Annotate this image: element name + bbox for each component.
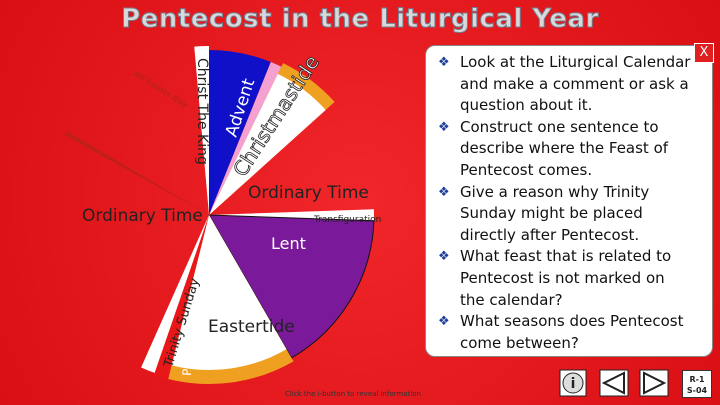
question-item: Give a reason why Trinity Sunday might b… bbox=[432, 182, 704, 247]
hint-text: Click the i-button to reveal information bbox=[285, 390, 421, 398]
wheel-label: Lent bbox=[271, 234, 306, 253]
wheel-segment bbox=[209, 73, 326, 215]
info-icon bbox=[562, 372, 584, 394]
nav-buttons: i bbox=[559, 369, 669, 397]
wheel-segment bbox=[64, 131, 210, 215]
wheel-label: Pentecost bbox=[180, 317, 196, 377]
wheel-label: All Saints Day bbox=[132, 69, 190, 110]
question-item: What seasons does Pentecost come between… bbox=[432, 311, 704, 354]
wheel-segment bbox=[153, 215, 209, 379]
calendar-wheel: Christ The King Advent Christmastide Ord… bbox=[6, 6, 382, 384]
wheel-label: Ordinary Time bbox=[82, 206, 203, 226]
question-list: Look at the Liturgical Calendar and make… bbox=[432, 52, 704, 354]
wheel-segment bbox=[208, 214, 375, 359]
wheel-segment bbox=[209, 209, 374, 221]
wheel-label: Ordinary Time bbox=[248, 183, 369, 203]
wheel-segment bbox=[209, 62, 282, 215]
next-arrow bbox=[643, 371, 667, 395]
wheel-label: Transfiguration bbox=[313, 215, 381, 225]
spacer bbox=[6, 6, 60, 65]
question-item: Look at the Liturgical Calendar and make… bbox=[432, 52, 704, 117]
question-item: Construct one sentence to describe where… bbox=[432, 117, 704, 182]
wheel-segment bbox=[209, 50, 271, 215]
slide-code: R-1 S-04 bbox=[682, 370, 712, 398]
question-item: What feast that is related to Pentecost … bbox=[432, 246, 704, 311]
prev-arrow bbox=[601, 371, 625, 395]
wheel-label: Eastertide bbox=[208, 317, 295, 337]
close-button[interactable]: X bbox=[694, 43, 714, 63]
question-panel: Look at the Liturgical Calendar and make… bbox=[425, 45, 713, 357]
wheel-segment bbox=[171, 215, 287, 370]
wheel-label: Christ The King bbox=[194, 58, 210, 165]
code-line: S-04 bbox=[686, 386, 708, 395]
wheel-segment bbox=[194, 46, 209, 215]
wheel-segment bbox=[141, 215, 209, 373]
info-label: i bbox=[571, 376, 576, 392]
slide-title: Pentecost in the Liturgical Year bbox=[121, 4, 599, 35]
code-line: R-1 bbox=[689, 375, 705, 384]
